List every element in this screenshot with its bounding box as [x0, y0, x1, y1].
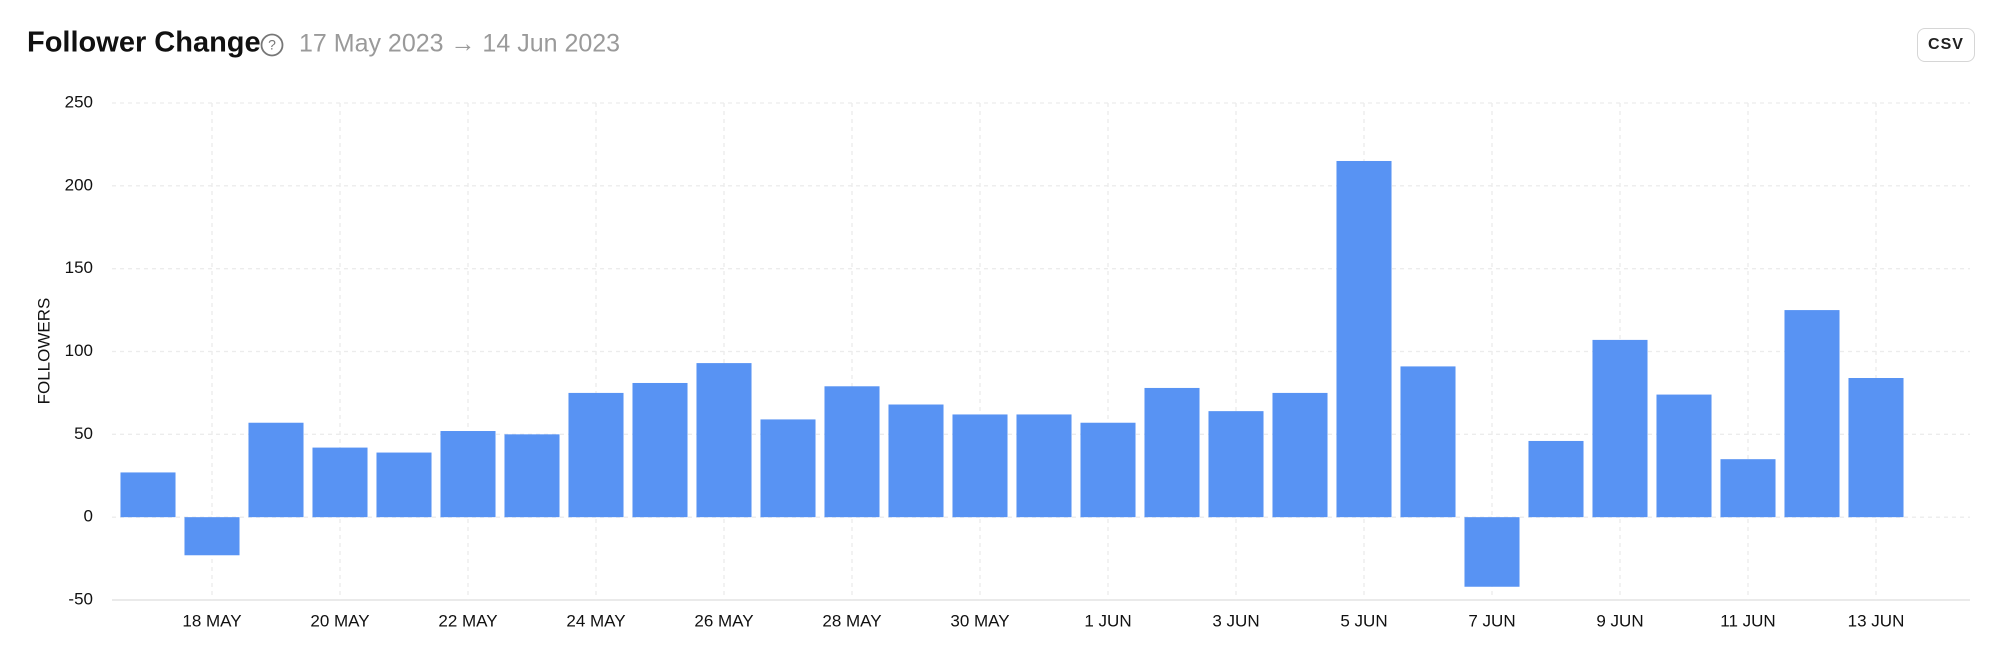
- bar: [504, 434, 560, 518]
- x-tick-label: 1 JUN: [1084, 611, 1131, 630]
- bar: [1848, 378, 1904, 518]
- chart-title: Follower Change: [27, 27, 261, 59]
- bar: [120, 472, 176, 518]
- bar: [440, 431, 496, 518]
- y-tick-label: 50: [74, 424, 93, 443]
- x-tick-label: 9 JUN: [1596, 611, 1643, 630]
- x-tick-label: 24 MAY: [566, 611, 625, 630]
- x-tick-label: 22 MAY: [438, 611, 497, 630]
- bar: [376, 452, 432, 518]
- bar: [1656, 394, 1712, 518]
- x-tick-label: 26 MAY: [694, 611, 753, 630]
- bar: [248, 422, 304, 518]
- bar: [1720, 459, 1776, 518]
- x-tick-label: 30 MAY: [950, 611, 1009, 630]
- bar: [184, 517, 240, 556]
- bar: [1400, 366, 1456, 518]
- date-range: 17 May 2023 → 14 Jun 2023: [299, 30, 620, 58]
- y-tick-label: 200: [65, 175, 93, 194]
- y-tick-label: 100: [65, 341, 93, 360]
- x-tick-label: 7 JUN: [1468, 611, 1515, 630]
- help-icon[interactable]: ?: [260, 33, 284, 57]
- bar: [1528, 440, 1584, 518]
- y-tick-label: 150: [65, 258, 93, 277]
- bar: [632, 382, 688, 518]
- bar: [952, 414, 1008, 518]
- x-tick-label: 13 JUN: [1848, 611, 1905, 630]
- x-tick-label: 11 JUN: [1720, 611, 1775, 630]
- y-tick-label: -50: [68, 589, 93, 608]
- bar: [1208, 411, 1264, 518]
- bar: [760, 419, 816, 518]
- bar: [1464, 517, 1520, 587]
- bar: [568, 392, 624, 518]
- y-tick-label: 250: [65, 92, 93, 111]
- y-tick-label: 0: [84, 507, 93, 526]
- bar: [1080, 422, 1136, 518]
- bar: [696, 363, 752, 518]
- csv-button[interactable]: CSV: [1917, 28, 1975, 62]
- bar: [1144, 387, 1200, 518]
- bar: [1784, 310, 1840, 518]
- svg-text:?: ?: [268, 37, 276, 53]
- x-tick-label: 5 JUN: [1340, 611, 1387, 630]
- bar: [312, 447, 368, 518]
- bar: [1592, 339, 1648, 518]
- bar: [1016, 414, 1072, 518]
- x-tick-label: 28 MAY: [822, 611, 881, 630]
- y-axis-label: FOLLOWERS: [34, 298, 53, 405]
- bar: [824, 386, 880, 518]
- x-tick-label: 3 JUN: [1212, 611, 1259, 630]
- x-tick-label: 18 MAY: [182, 611, 241, 630]
- bar: [1336, 160, 1392, 518]
- bar: [888, 404, 944, 518]
- x-tick-label: 20 MAY: [310, 611, 369, 630]
- bar: [1272, 392, 1328, 518]
